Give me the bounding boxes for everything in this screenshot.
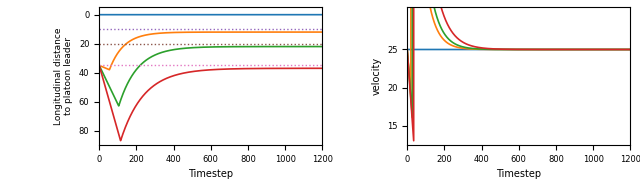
Y-axis label: Longitudinal distance
to platoon leader: Longitudinal distance to platoon leader: [54, 28, 74, 125]
X-axis label: Timestep: Timestep: [188, 169, 234, 179]
X-axis label: Timestep: Timestep: [496, 169, 541, 179]
Y-axis label: velocity: velocity: [371, 57, 381, 95]
